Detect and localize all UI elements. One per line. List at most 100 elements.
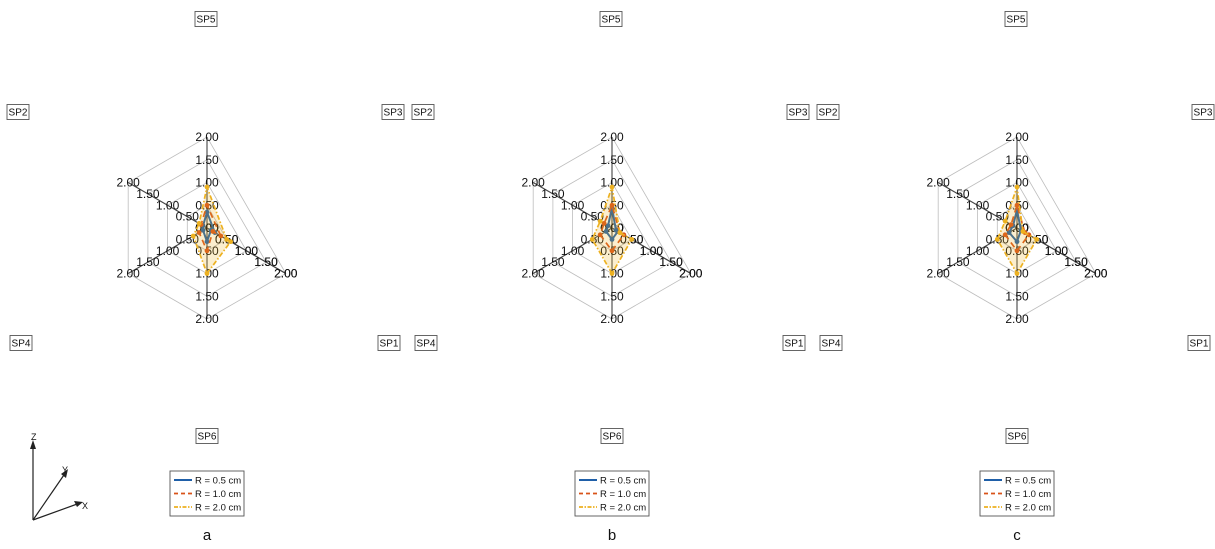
- axis-label-box: [381, 104, 405, 120]
- tick-label: 1.00: [600, 176, 624, 190]
- tick-label: 1.50: [195, 289, 219, 303]
- x-axis-arrowhead: [74, 501, 83, 507]
- series-line: [591, 186, 633, 276]
- radar-panel-c: 0.000.501.001.502.000.000.501.001.502.00…: [816, 11, 1215, 544]
- tick-label: 1.50: [946, 187, 970, 201]
- axis-label-sp5: SP5: [1007, 15, 1026, 26]
- tick-label: 2.00: [522, 176, 546, 190]
- legend-label: R = 2.0 cm: [1005, 503, 1051, 514]
- legend-label: R = 2.0 cm: [195, 503, 241, 514]
- tick-label: 2.00: [195, 130, 219, 144]
- data-point: [609, 248, 615, 254]
- series-3: [190, 184, 234, 276]
- data-point: [601, 221, 607, 226]
- tick-label: 1.50: [1005, 289, 1029, 303]
- axis-label-sp5: SP5: [197, 15, 216, 26]
- axis-label-sp3: SP3: [1194, 108, 1213, 119]
- tick-label: 2.00: [522, 267, 546, 281]
- data-point: [1014, 202, 1020, 208]
- axis-label-sp4: SP4: [822, 339, 841, 350]
- data-point: [1006, 230, 1012, 235]
- axis-label-box: [411, 104, 435, 120]
- data-point: [1014, 184, 1020, 190]
- tick-label: 1.00: [966, 198, 990, 212]
- tick-label: 1.00: [156, 244, 180, 258]
- axis-labels: SP1 SP5 SP2 SP4 SP6 SP3: [816, 11, 1215, 444]
- legend-label: R = 0.5 cm: [195, 476, 241, 487]
- data-point: [204, 271, 210, 276]
- tick-label: 1.50: [254, 255, 278, 269]
- axis-label-box: [782, 335, 806, 351]
- tick-label: 1.50: [136, 187, 160, 201]
- tick-label: 2.00: [274, 267, 298, 281]
- grid-ring: [147, 159, 267, 297]
- tick-label: 1.00: [561, 244, 585, 258]
- coordinate-axes-icon: Z Y X: [30, 432, 88, 521]
- tick-label: 1.00: [561, 198, 585, 212]
- grid-ring: [552, 159, 672, 297]
- axis-label-sp3: SP3: [789, 108, 808, 119]
- tick-label: 1.00: [1045, 244, 1069, 258]
- tick-label: 1.00: [1005, 176, 1029, 190]
- y-axis-label: Y: [62, 465, 68, 475]
- tick-label: 0.50: [176, 210, 200, 224]
- tick-label: 2.00: [274, 267, 298, 281]
- axis-label-box: [195, 428, 219, 444]
- data-point: [1014, 239, 1020, 245]
- axis-label-box: [816, 104, 840, 120]
- axis-label-box: [377, 335, 401, 351]
- grid-ring: [186, 204, 228, 252]
- data-point: [609, 184, 615, 190]
- data-point: [204, 248, 210, 254]
- tick-label: 2.00: [679, 267, 703, 281]
- tick-label: 1.50: [195, 153, 219, 167]
- legend: R = 0.5 cm R = 1.0 cm R = 2.0 cm: [574, 470, 650, 517]
- tick-label: 1.50: [659, 255, 683, 269]
- legend-label: R = 1.0 cm: [1005, 489, 1051, 500]
- axis-label-sp2: SP2: [414, 108, 433, 119]
- legend: R = 0.5 cm R = 1.0 cm R = 2.0 cm: [979, 470, 1055, 517]
- axis-label-sp3: SP3: [384, 108, 403, 119]
- data-point: [605, 223, 611, 229]
- axis-label-sp1: SP1: [1190, 339, 1209, 350]
- axis-spoke: [127, 182, 208, 229]
- tick-label: 2.00: [600, 312, 624, 326]
- data-point: [1002, 218, 1008, 224]
- data-point: [224, 236, 230, 242]
- data-point: [617, 230, 623, 235]
- data-point: [994, 236, 1000, 242]
- tick-label: 2.00: [195, 312, 219, 326]
- axis-labels: SP1 SP5 SP2 SP4 SP6 SP3: [411, 11, 810, 444]
- series-line: [996, 186, 1038, 276]
- tick-label: 2.00: [600, 130, 624, 144]
- axis-label-box: [1191, 104, 1215, 120]
- tick-label: 2.00: [117, 176, 141, 190]
- grid-ring: [977, 181, 1057, 274]
- tick-label: 2.00: [117, 267, 141, 281]
- tick-label: 1.50: [541, 255, 565, 269]
- data-point: [609, 271, 615, 276]
- axis-label-sp2: SP2: [9, 108, 28, 119]
- y-axis-line: [32, 471, 67, 521]
- axis-label-sp4: SP4: [12, 339, 31, 350]
- grid-ring: [532, 136, 692, 320]
- panel-label: c: [1013, 527, 1021, 544]
- tick-label: 1.50: [541, 187, 565, 201]
- x-axis-label: X: [82, 501, 88, 511]
- data-point: [1008, 222, 1014, 227]
- axis-label-box: [1005, 428, 1029, 444]
- axis-label-sp5: SP5: [602, 15, 621, 26]
- panel-label: a: [203, 527, 212, 544]
- data-point: [218, 233, 224, 239]
- axis-label-sp6: SP6: [1008, 432, 1027, 443]
- legend-label: R = 1.0 cm: [195, 489, 241, 500]
- axis-label-sp4: SP4: [417, 339, 436, 350]
- tick-label: 1.00: [195, 176, 219, 190]
- data-point: [200, 227, 206, 233]
- tick-label: 1.00: [1045, 244, 1069, 258]
- axis-label-sp6: SP6: [603, 432, 622, 443]
- data-point: [1014, 248, 1020, 254]
- panel-label: b: [608, 527, 616, 544]
- data-point: [196, 221, 202, 226]
